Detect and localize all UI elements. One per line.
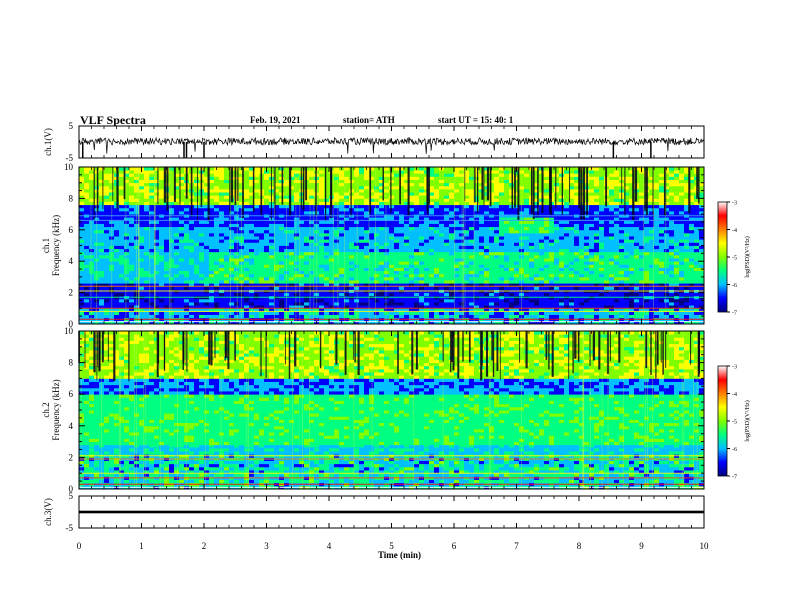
y-tick-label: 2 [69,452,74,462]
y-tick-label: -5 [66,523,74,533]
plot-frames-layer [78,125,730,529]
x-tick-label: 1 [139,541,144,551]
x-tick-label: 3 [264,541,269,551]
ch3-waveform-trace [79,510,704,514]
x-tick-label: 5 [389,541,394,551]
colorbar-tick-label: -6 [732,447,737,453]
y-tick-label: 8 [69,193,74,203]
start-time-label: start UT = 15: 40: 1 [438,115,514,125]
y-tick-label: -5 [66,153,74,163]
x-tick-label: 6 [452,541,457,551]
date-label: Feb. 19, 2021 [250,115,301,125]
station-label: station= ATH [343,115,395,125]
colorbar-tick-label: -3 [732,365,737,371]
x-tick-label: 4 [327,541,332,551]
panel-ylabel: ch.3(V) [43,498,53,526]
figure-title: VLF Spectra [80,113,146,127]
y-tick-label: 0 [69,484,74,494]
panel-ylabel: Frequency (kHz) [51,215,61,276]
colorbar-1 [717,201,728,313]
colorbar-label: log(PSD)(V²/Hz) [744,400,751,441]
panel-channel-label: ch.2 [41,402,51,417]
y-tick-label: 2 [69,288,74,298]
x-tick-label: 10 [700,541,710,551]
colorbar-tick-label: -3 [732,201,737,207]
x-tick-label: 2 [202,541,207,551]
panel-ylabel: ch.1(V) [43,128,53,156]
colorbar-tick-label: -6 [732,283,737,289]
x-tick-label: 8 [577,541,582,551]
x-axis-label: Time (min) [378,550,421,560]
colorbar-tick-label: -4 [732,392,737,398]
y-tick-label: 6 [69,389,74,399]
y-tick-label: 4 [69,421,74,431]
colorbar-label: log(PSD)(V²/Hz) [744,236,751,277]
panel-channel-label: ch.1 [41,238,51,253]
y-tick-label: 5 [69,121,74,131]
y-tick-label: 4 [69,256,74,266]
x-tick-label: 0 [77,541,82,551]
panel-ylabel: Frequency (kHz) [51,379,61,440]
y-tick-label: 6 [69,225,74,235]
colorbar-tick-label: -7 [732,475,737,481]
plot-data-layer [78,136,705,514]
colorbar-tick-label: -5 [732,256,737,262]
x-tick-label: 9 [639,541,644,551]
y-tick-label: 0 [69,319,74,329]
y-tick-label: 5 [69,491,74,501]
y-tick-label: 10 [64,326,74,336]
y-tick-label: 8 [69,358,74,368]
y-tick-label: 10 [64,162,74,172]
ch1-waveform-trace [78,136,705,154]
colorbar-tick-label: -7 [732,311,737,317]
colorbar-tick-label: -5 [732,420,737,426]
x-tick-label: 7 [514,541,519,551]
colorbar-tick-label: -4 [732,228,737,234]
colorbar-2 [717,365,728,477]
